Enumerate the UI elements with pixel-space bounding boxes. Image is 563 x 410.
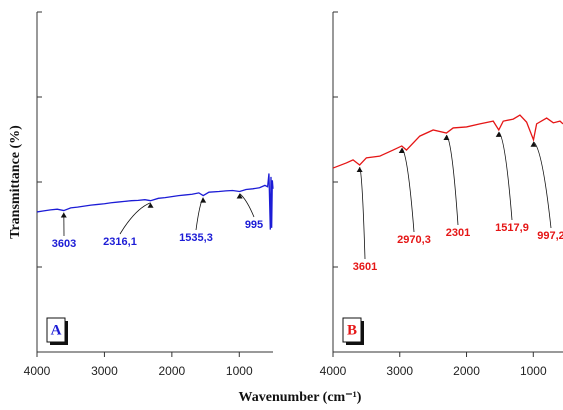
annotation-arrow [446, 134, 459, 226]
x-tick-label: 4000 [24, 364, 51, 378]
panel-box [46, 317, 66, 343]
panel-label: A [51, 322, 62, 338]
annotation-arrow [359, 166, 366, 260]
annotation-arrow [498, 131, 513, 221]
x-tick-label: 4000 [320, 364, 347, 378]
x-tick-label: 1000 [520, 364, 547, 378]
annotation-label: 1517,9 [495, 222, 529, 234]
panel-label: B [347, 322, 357, 338]
x-tick-label: 2000 [159, 364, 186, 378]
panel-box [342, 317, 362, 343]
annotation-arrow [239, 193, 255, 218]
annotation-arrow [533, 141, 552, 229]
arrow-head [443, 135, 450, 141]
x-tick-label: 3000 [386, 364, 413, 378]
x-axis-label: Wavenumber (cm⁻¹) [239, 390, 362, 405]
arrow-head [530, 141, 537, 147]
arrow-head [200, 197, 207, 203]
annotation-arrow [119, 202, 151, 235]
x-tick-label: 3000 [91, 364, 118, 378]
annotation-label: 2301 [446, 227, 470, 239]
x-tick-label: 1000 [226, 364, 253, 378]
arrow-head [147, 202, 154, 208]
spectrum-line [332, 114, 563, 169]
arrow-head [398, 147, 405, 153]
annotation-label: 2970,3 [397, 234, 431, 246]
arrow-head [356, 167, 363, 172]
y-axis-label: Transmittance (%) [8, 125, 23, 239]
annotation-label: 2316,1 [103, 236, 137, 248]
arrow-head [495, 131, 502, 137]
annotation-label: 1535,3 [179, 232, 213, 244]
arrow-head [60, 212, 67, 218]
annotation-label: 997,2 [537, 230, 563, 242]
annotation-label: 995 [245, 219, 263, 231]
x-tick-label: 2000 [453, 364, 480, 378]
annotation-label: 3603 [52, 238, 76, 250]
annotation-label: 3601 [353, 261, 377, 273]
arrow-head [236, 193, 243, 199]
spectrum-line [36, 173, 274, 230]
annotation-arrow [401, 147, 415, 233]
